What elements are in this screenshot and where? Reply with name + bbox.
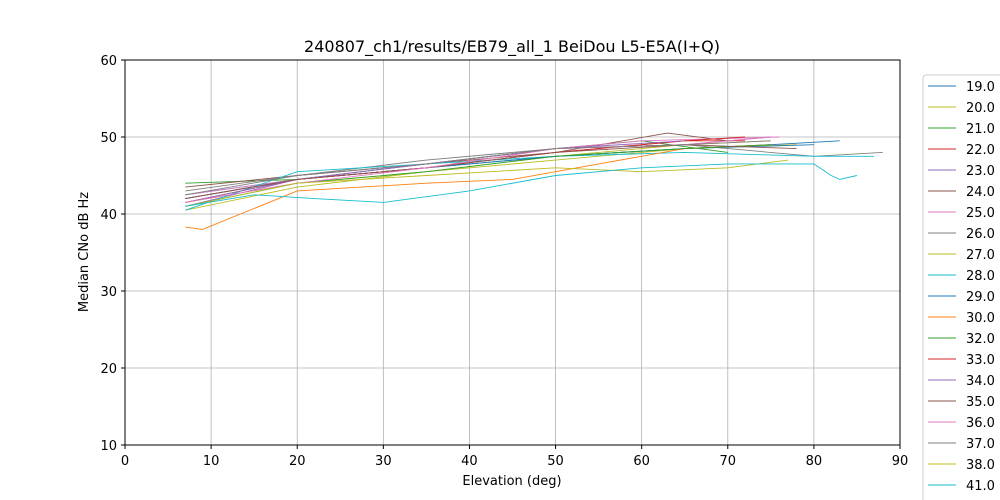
x-tick-label: 20 — [289, 454, 306, 469]
legend-label: 20.0 — [966, 101, 995, 116]
x-axis-label: Elevation (deg) — [462, 474, 561, 489]
x-tick-label: 60 — [633, 454, 650, 469]
series-lines — [185, 132, 883, 230]
legend-label: 41.0 — [966, 479, 995, 494]
legend-label: 27.0 — [966, 248, 995, 263]
legend-label: 22.0 — [966, 143, 995, 158]
legend-label: 36.0 — [966, 416, 995, 431]
legend: 19.0 20.0 21.0 22.0 23.0 24.0 25.0 26.0 27.0 28.0… — [922, 74, 1000, 500]
series-line-37-0 — [185, 140, 771, 196]
y-axis-label: Median CNo dB Hz — [77, 192, 92, 312]
legend-label: 29.0 — [966, 290, 995, 305]
x-axis: 0 10 20 30 40 50 60 70 80 90 — [121, 445, 908, 469]
x-tick-label: 10 — [203, 454, 220, 469]
y-tick-label: 40 — [100, 208, 117, 223]
series-line-41-0 — [185, 163, 857, 207]
legend-label: 38.0 — [966, 458, 995, 473]
plot-area — [125, 60, 900, 445]
series-line-36-0 — [185, 136, 771, 203]
y-tick-label: 20 — [100, 362, 117, 377]
series-line-30-0 — [185, 144, 771, 230]
chart-title: 240807_ch1/results/EB79_all_1 BeiDou L5-… — [304, 37, 720, 57]
x-tick-label: 50 — [547, 454, 564, 469]
legend-label: 32.0 — [966, 332, 995, 347]
legend-box — [922, 74, 1000, 500]
legend-label: 24.0 — [966, 185, 995, 200]
y-tick-label: 10 — [100, 439, 117, 454]
legend-label: 33.0 — [966, 353, 995, 368]
legend-label: 23.0 — [966, 164, 995, 179]
x-tick-label: 80 — [806, 454, 823, 469]
x-tick-label: 0 — [121, 454, 129, 469]
legend-label: 26.0 — [966, 227, 995, 242]
legend-label: 21.0 — [966, 122, 995, 137]
legend-label: 30.0 — [966, 311, 995, 326]
series-line-35-0 — [185, 144, 797, 200]
legend-label: 19.0 — [966, 80, 995, 95]
x-tick-label: 30 — [375, 454, 392, 469]
x-tick-label: 90 — [892, 454, 909, 469]
x-tick-label: 40 — [461, 454, 478, 469]
legend-label: 37.0 — [966, 437, 995, 452]
legend-label: 28.0 — [966, 269, 995, 284]
y-axis: 10 20 30 40 50 60 — [100, 54, 125, 454]
plot-frame — [124, 59, 901, 446]
series-line-38-0 — [185, 159, 789, 207]
legend-label: 34.0 — [966, 374, 995, 389]
x-tick-label: 70 — [720, 454, 737, 469]
legend-label: 35.0 — [966, 395, 995, 410]
legend-label: 25.0 — [966, 206, 995, 221]
y-tick-label: 50 — [100, 131, 117, 146]
y-tick-label: 60 — [100, 54, 117, 69]
y-tick-label: 30 — [100, 285, 117, 300]
